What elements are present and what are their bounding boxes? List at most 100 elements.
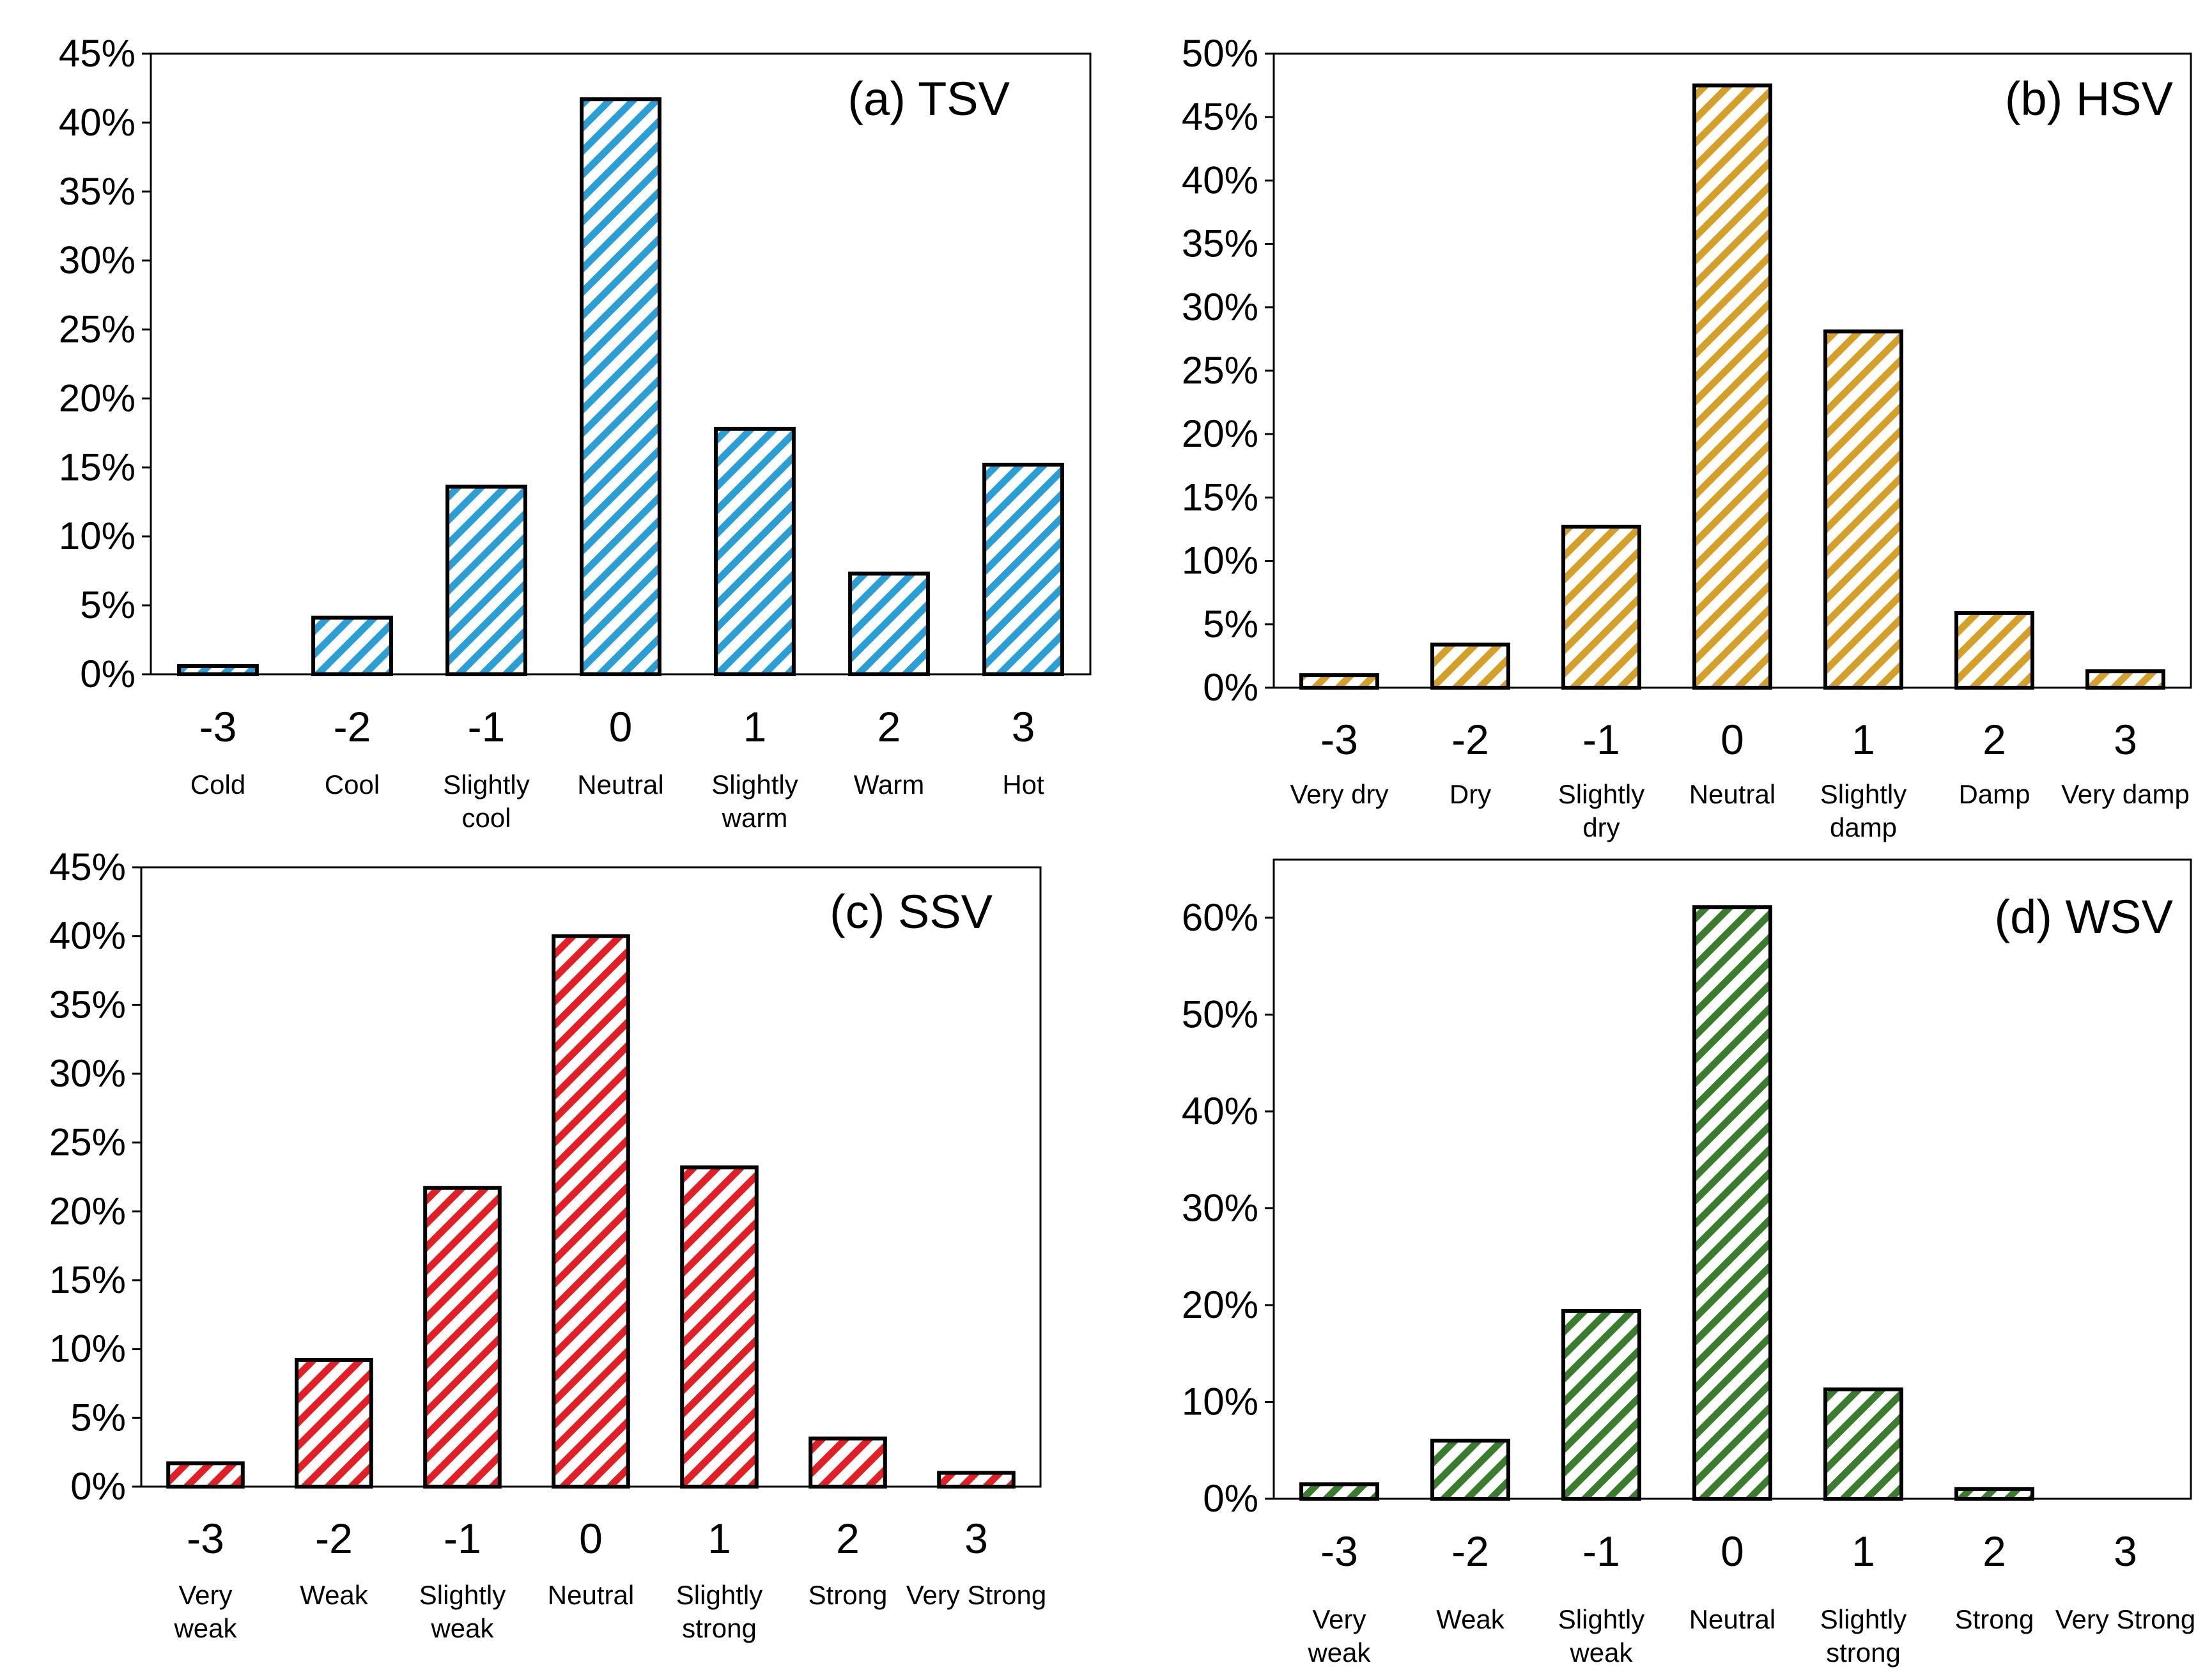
y-tick-label: 35% — [1182, 222, 1258, 265]
x-tick-label: 3 — [1012, 703, 1035, 750]
y-tick-label: 15% — [1182, 476, 1258, 518]
x-tick-label: 3 — [2114, 1528, 2137, 1575]
y-tick-label: 25% — [49, 1121, 126, 1164]
y-tick-label: 45% — [59, 32, 135, 75]
x-tick-label: -2 — [1451, 716, 1489, 763]
category-name: Weak — [300, 1580, 369, 1610]
category-name: weak — [430, 1613, 494, 1643]
y-tick-label: 40% — [1182, 1090, 1258, 1133]
x-tick-label: -1 — [444, 1515, 481, 1562]
chart-panel-ssv: 0%5%10%15%20%25%30%35%40%45%-3Veryweak-2… — [49, 846, 1046, 1643]
bar-0 — [1692, 83, 1772, 690]
x-tick-label: 3 — [2114, 716, 2137, 763]
bar--2 — [1430, 642, 1510, 690]
y-tick-label: 0% — [1203, 666, 1258, 709]
bar-0 — [1692, 905, 1772, 1501]
panel-title: (c) SSV — [830, 885, 993, 938]
y-tick-label: 50% — [1182, 32, 1258, 75]
y-tick-label: 30% — [1182, 1186, 1258, 1229]
category-name: Very damp — [2061, 779, 2190, 809]
y-tick-label: 10% — [59, 515, 135, 557]
y-tick-label: 5% — [1203, 603, 1258, 646]
category-name: dry — [1582, 812, 1620, 842]
x-tick-label: -2 — [1451, 1528, 1489, 1575]
category-name: Neutral — [577, 770, 663, 800]
x-tick-label: -1 — [1582, 1528, 1620, 1575]
category-name: Very — [178, 1580, 232, 1610]
y-tick-label: 0% — [1203, 1477, 1258, 1520]
y-tick-label: 10% — [1182, 1380, 1258, 1423]
bar--1 — [445, 484, 527, 676]
x-tick-label: 2 — [878, 703, 901, 750]
panel-title: (d) WSV — [1994, 890, 2173, 943]
x-tick-label: 1 — [743, 703, 767, 750]
bar-1 — [1823, 329, 1903, 690]
bar--2 — [295, 1358, 373, 1489]
x-tick-label: 0 — [1721, 1528, 1744, 1575]
category-name: cool — [461, 803, 511, 833]
category-name: Neutral — [1689, 1604, 1775, 1634]
bar-1 — [1823, 1387, 1903, 1501]
category-name: strong — [1826, 1637, 1901, 1667]
bar--1 — [423, 1186, 502, 1489]
bar--2 — [1430, 1439, 1510, 1501]
category-name: Slightly — [711, 770, 798, 800]
y-tick-label: 20% — [1182, 412, 1258, 455]
x-tick-label: 1 — [1852, 716, 1875, 763]
x-tick-label: 3 — [964, 1515, 988, 1562]
category-name: Dry — [1450, 779, 1491, 809]
category-name: Very Strong — [906, 1580, 1046, 1610]
bar--1 — [1561, 1309, 1641, 1501]
y-tick-label: 35% — [49, 983, 126, 1026]
category-name: Very dry — [1290, 779, 1388, 809]
y-tick-label: 50% — [1182, 993, 1258, 1035]
bar-2 — [1954, 610, 2034, 690]
x-tick-label: 0 — [1721, 716, 1744, 763]
y-tick-label: 25% — [59, 308, 135, 351]
x-tick-label: 1 — [708, 1515, 731, 1562]
y-tick-label: 5% — [80, 584, 135, 626]
bar--3 — [1299, 1482, 1379, 1501]
bar-0 — [580, 97, 661, 676]
bar--2 — [311, 615, 393, 677]
category-name: Damp — [1958, 779, 2030, 809]
y-tick-label: 20% — [49, 1189, 126, 1232]
category-name: Slightly — [419, 1580, 506, 1610]
y-tick-label: 10% — [49, 1327, 126, 1370]
category-name: Slightly — [1558, 1604, 1644, 1634]
bar-3 — [937, 1471, 1016, 1489]
y-tick-label: 30% — [49, 1052, 126, 1095]
category-name: Slightly — [443, 770, 529, 800]
y-tick-label: 0% — [80, 653, 135, 695]
category-name: weak — [1569, 1637, 1633, 1667]
x-tick-label: 2 — [1983, 1528, 2006, 1575]
bar-1 — [714, 426, 796, 676]
category-name: Very — [1312, 1604, 1366, 1634]
category-name: Very Strong — [2055, 1604, 2195, 1634]
category-name: Cold — [190, 770, 245, 800]
category-name: Weak — [1436, 1604, 1505, 1634]
x-tick-label: -3 — [187, 1515, 224, 1562]
bar-2 — [848, 571, 930, 677]
category-name: Neutral — [548, 1580, 634, 1610]
x-tick-label: 0 — [609, 703, 633, 750]
bar-2 — [1954, 1487, 2034, 1501]
chart-panel-tsv: 0% 5% 10% 15% 20% 25% 30% 35% 40% 45% -3 Cold -2 Cool… — [59, 32, 1092, 833]
bar--3 — [177, 664, 259, 677]
x-tick-label: 2 — [836, 1515, 860, 1562]
x-tick-label: 2 — [1983, 716, 2006, 763]
y-tick-label: 25% — [1182, 349, 1258, 392]
x-tick-label: 1 — [1852, 1528, 1875, 1575]
bar-2 — [808, 1436, 887, 1489]
bar-0 — [552, 934, 630, 1489]
category-name: Neutral — [1689, 779, 1775, 809]
y-tick-label: 40% — [1182, 159, 1258, 201]
y-tick-label: 45% — [49, 846, 126, 888]
bar-3 — [2085, 669, 2165, 690]
bar-1 — [680, 1165, 759, 1489]
y-tick-label: 35% — [59, 170, 135, 213]
bar--3 — [166, 1461, 245, 1489]
y-tick-label: 60% — [1182, 896, 1258, 939]
x-tick-label: -3 — [1320, 1528, 1358, 1575]
